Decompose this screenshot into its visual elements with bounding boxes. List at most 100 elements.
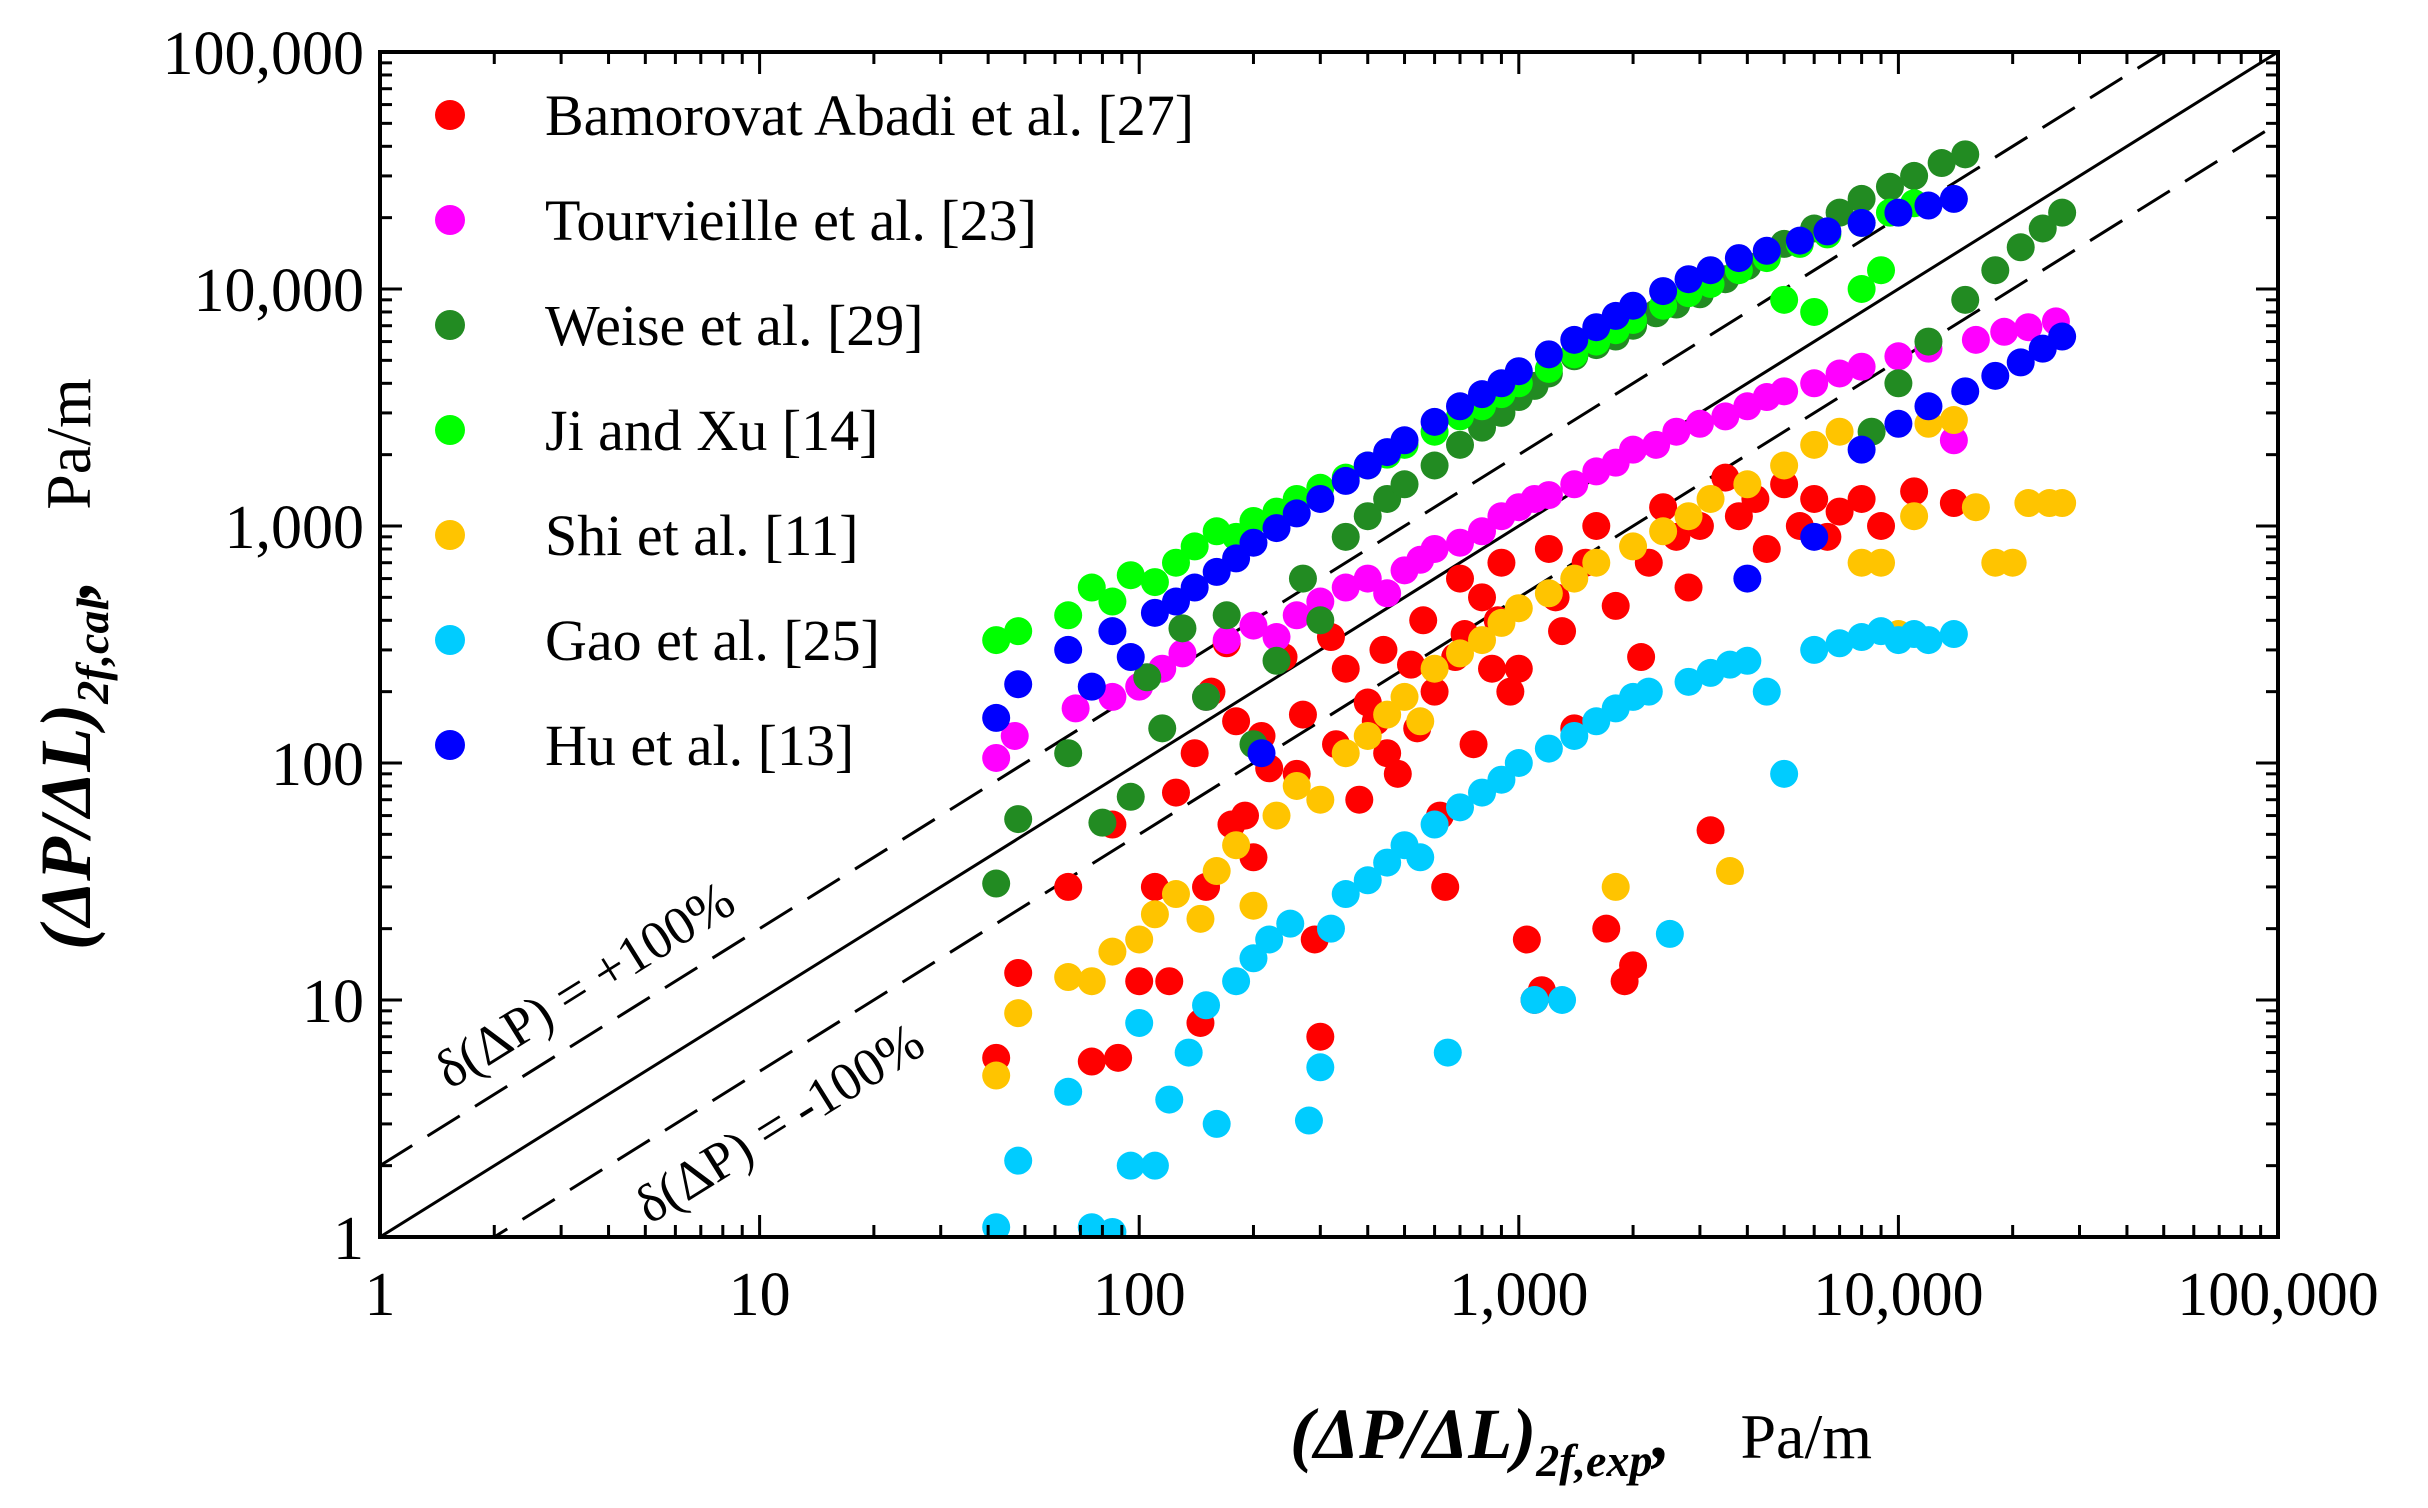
data-point (1420, 407, 1449, 436)
data-point (1125, 1008, 1154, 1037)
legend-item-ji-and-xu-14: Ji and Xu [14] (435, 398, 878, 463)
data-point (1262, 623, 1291, 652)
legend-label: Hu et al. [13] (545, 713, 854, 778)
data-point (1373, 848, 1402, 877)
data-point (1649, 517, 1678, 546)
data-point (1316, 914, 1345, 943)
data-point (1420, 654, 1449, 683)
data-point (1239, 944, 1268, 973)
data-point (2048, 198, 2077, 227)
data-point (1054, 1077, 1083, 1106)
data-point (1951, 377, 1980, 406)
data-point (1867, 256, 1896, 285)
data-point (1847, 275, 1876, 303)
data-point (1222, 707, 1251, 736)
data-point (1770, 285, 1799, 314)
data-point (1353, 721, 1382, 750)
data-point (1468, 517, 1497, 546)
data-point (1939, 489, 1968, 518)
data-point (1900, 161, 1929, 190)
data-point (1406, 707, 1435, 736)
data-point (1088, 808, 1117, 837)
data-point (982, 1061, 1011, 1090)
data-point (1534, 579, 1563, 608)
data-point (1140, 900, 1169, 929)
data-point (1077, 967, 1106, 996)
data-point (1884, 198, 1913, 227)
data-point (1627, 643, 1656, 672)
x-tick-label: 10,000 (1813, 1261, 1984, 1329)
data-point (1161, 778, 1190, 807)
legend-marker (435, 730, 465, 760)
data-point (1733, 470, 1762, 499)
legend-label: Weise et al. [29] (545, 293, 924, 358)
data-point (1548, 617, 1577, 646)
data-point (1504, 594, 1533, 623)
data-point (1098, 587, 1127, 616)
data-point (1239, 891, 1268, 920)
x-tick-label: 100,000 (2177, 1261, 2379, 1329)
data-point (1294, 1106, 1323, 1135)
data-point (1649, 493, 1678, 522)
data-point (1785, 226, 1814, 255)
band-label-minus: δ(ΔP) = -100% (625, 1011, 935, 1235)
legend-label: Gao et al. [25] (545, 608, 880, 673)
legend-label: Ji and Xu [14] (545, 398, 878, 463)
data-point (1054, 635, 1083, 664)
data-point (982, 626, 1011, 655)
data-point (1548, 986, 1577, 1014)
data-point (1601, 591, 1630, 620)
y-tick-label: 10,000 (194, 257, 365, 325)
data-point (1155, 1085, 1184, 1114)
data-point (1674, 265, 1703, 294)
data-point (1468, 413, 1497, 442)
data-point (1592, 914, 1621, 943)
data-point (1000, 721, 1029, 750)
data-point (1914, 392, 1943, 421)
data-point (1306, 1053, 1335, 1082)
data-point (1619, 291, 1648, 320)
data-point (1420, 534, 1449, 563)
data-point (1247, 739, 1276, 768)
legend-item-hu-et-al-13: Hu et al. [13] (435, 713, 854, 778)
data-point (1077, 672, 1106, 701)
data-point (1331, 739, 1360, 768)
y-tick-label: 1,000 (225, 494, 365, 562)
data-point (1168, 639, 1197, 668)
data-point (1560, 325, 1589, 354)
data-point (2048, 322, 2077, 351)
data-point (1674, 573, 1703, 602)
series-shi-et-al-11 (982, 406, 2077, 1090)
data-point (1468, 583, 1497, 612)
x-tick-label: 1,000 (1449, 1261, 1589, 1329)
legend-item-weise-et-al-29: Weise et al. [29] (435, 293, 924, 358)
data-point (1914, 626, 1943, 655)
data-point (1098, 937, 1127, 966)
data-point (1420, 810, 1449, 839)
legend-marker (435, 415, 465, 445)
legend-marker (435, 520, 465, 550)
data-point (1900, 502, 1929, 531)
data-point (1711, 402, 1740, 431)
data-point (1180, 739, 1209, 768)
data-point (1390, 426, 1419, 455)
data-point (1496, 677, 1525, 706)
data-point (1098, 617, 1127, 646)
data-point (1116, 1151, 1145, 1180)
data-point (1353, 502, 1382, 531)
data-point (1733, 564, 1762, 593)
data-point (1582, 548, 1611, 577)
data-point (1655, 919, 1684, 948)
legend-marker (435, 100, 465, 130)
data-point (1306, 1022, 1335, 1051)
data-point (1847, 208, 1876, 237)
data-point (1800, 522, 1829, 551)
data-point (1770, 759, 1799, 788)
data-point (1770, 451, 1799, 480)
data-point (1202, 557, 1231, 586)
data-point (1981, 361, 2010, 390)
data-point (1601, 872, 1630, 901)
data-point (1487, 765, 1516, 794)
data-point (1077, 573, 1106, 602)
